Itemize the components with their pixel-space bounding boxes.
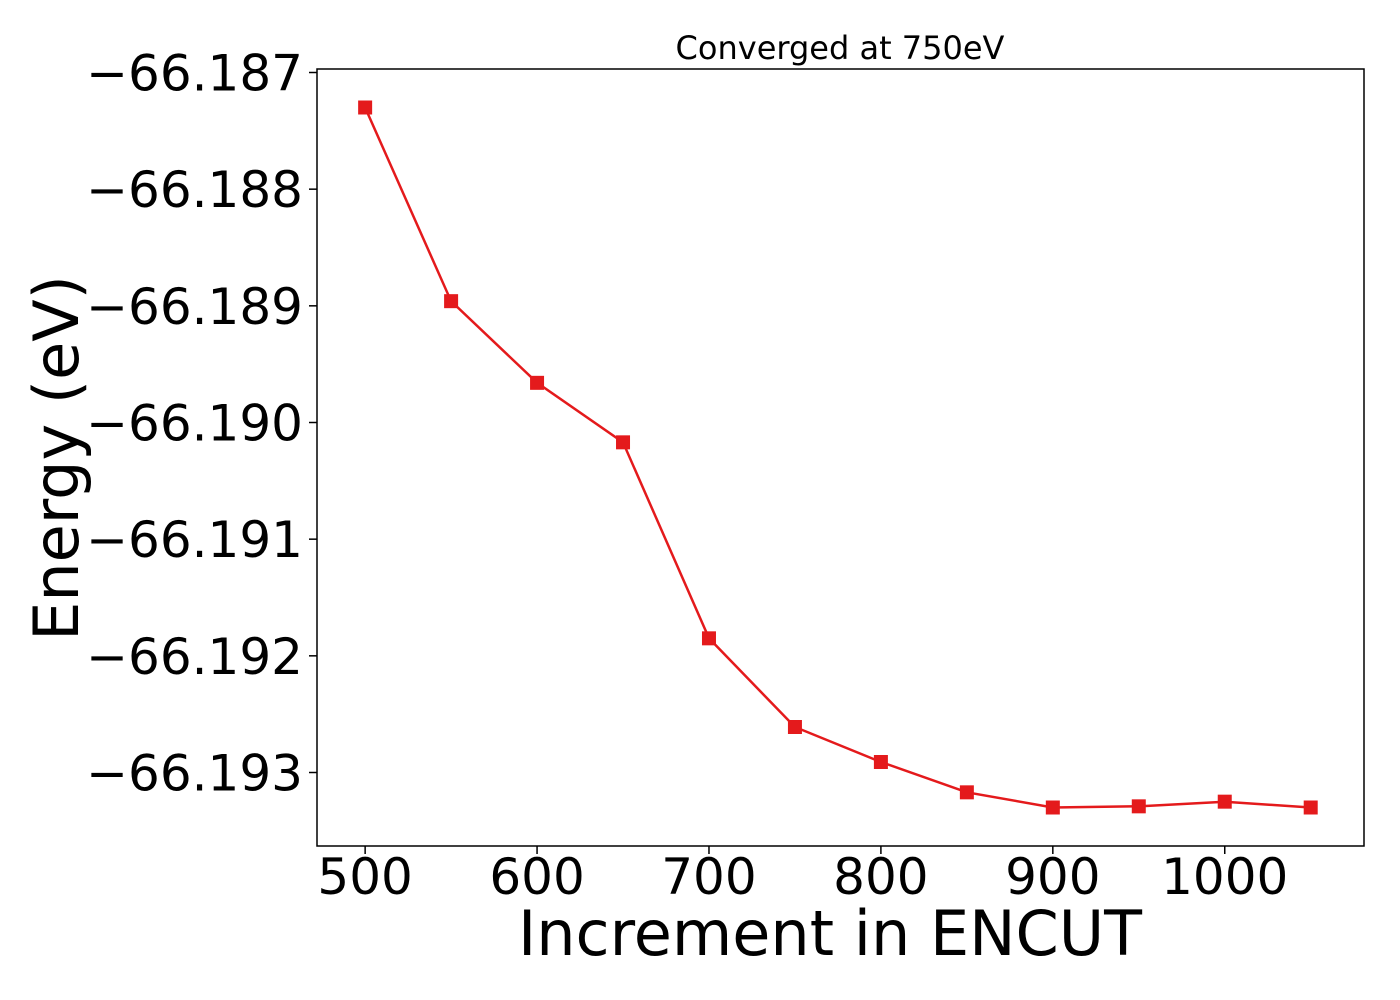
- data-point-marker: [1217, 794, 1232, 809]
- data-point-marker: [530, 375, 545, 390]
- data-point-marker: [701, 631, 716, 646]
- y-axis-label: Energy (eV): [20, 275, 93, 641]
- y-tick-label: −66.189: [86, 278, 303, 336]
- y-tick-label: −66.191: [86, 511, 303, 569]
- data-point-marker: [358, 100, 373, 115]
- x-tick-label: 700: [661, 848, 756, 906]
- x-axis-label: Increment in ENCUT: [518, 897, 1143, 970]
- y-tick-label: −66.192: [86, 628, 303, 686]
- x-axis: 500 600 700 800 900 1000: [317, 846, 1288, 906]
- plot-area: [316, 68, 1365, 847]
- y-axis: −66.187 −66.188 −66.189 −66.190 −66.191 −66.1…: [86, 45, 317, 803]
- x-tick-label: 500: [317, 848, 412, 906]
- x-tick-label: 800: [833, 848, 928, 906]
- series-layer: [358, 100, 1318, 815]
- y-tick-label: −66.193: [86, 745, 303, 803]
- data-point-marker: [444, 294, 459, 309]
- x-tick-label: 1000: [1161, 848, 1288, 906]
- x-tick-label: 600: [489, 848, 584, 906]
- series-line: [363, 106, 1311, 809]
- data-point-marker: [873, 755, 888, 769]
- data-point-marker: [616, 435, 631, 450]
- data-point-marker: [1303, 800, 1318, 815]
- x-tick-label: 900: [1005, 848, 1100, 906]
- data-point-marker: [959, 785, 974, 800]
- y-tick-label: −66.187: [86, 45, 303, 103]
- data-point-marker: [1045, 800, 1060, 815]
- y-tick-label: −66.190: [86, 395, 303, 453]
- data-point-marker: [1131, 799, 1146, 814]
- chart-title: Converged at 750eV: [676, 29, 1005, 67]
- data-point-marker: [787, 720, 802, 734]
- y-tick-label: −66.188: [86, 161, 303, 219]
